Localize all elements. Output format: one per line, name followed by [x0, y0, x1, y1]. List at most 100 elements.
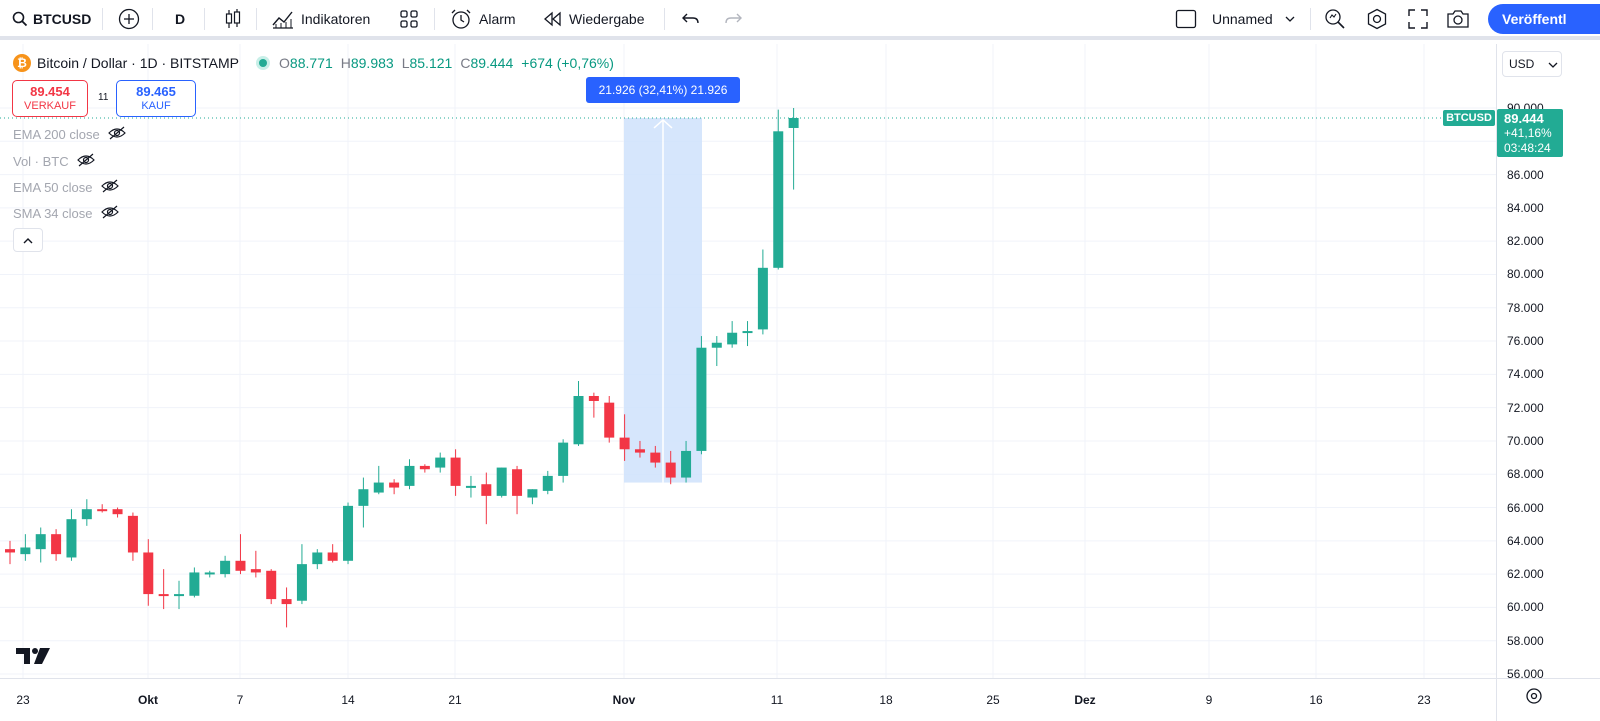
eye-hidden-icon[interactable] — [76, 153, 95, 170]
undo-button[interactable] — [682, 0, 700, 38]
indicator-sma34[interactable]: SMA 34 close — [13, 205, 119, 222]
settings-button[interactable] — [1366, 0, 1388, 38]
candle-body — [220, 560, 231, 575]
buy-price: 89.465 — [136, 83, 176, 99]
rewind-icon — [543, 11, 563, 27]
candle-body — [773, 131, 784, 268]
candle-body — [619, 437, 630, 450]
candle-body — [588, 395, 599, 401]
candle-body — [650, 452, 661, 463]
chevron-down-icon — [1548, 57, 1558, 71]
price-axis-label: 86.000 — [1507, 167, 1544, 182]
eye-hidden-icon[interactable] — [107, 126, 126, 143]
time-axis-label: 21 — [448, 693, 462, 707]
snapshot-button[interactable] — [1446, 0, 1470, 38]
indicator-label: EMA 200 close — [13, 127, 100, 142]
chart-type-button[interactable] — [224, 0, 242, 38]
publish-button[interactable]: Veröffentl — [1488, 4, 1600, 34]
candle-body — [404, 465, 415, 486]
indicator-ema200[interactable]: EMA 200 close — [13, 126, 126, 143]
chart-pane[interactable] — [0, 44, 1496, 678]
eye-hidden-icon[interactable] — [100, 179, 119, 196]
candle-body — [358, 489, 369, 506]
candle-body — [5, 549, 15, 553]
time-axis-label: 14 — [341, 693, 355, 707]
templates-button[interactable] — [399, 0, 419, 38]
layout-name-menu[interactable]: Unnamed — [1212, 0, 1295, 38]
candle-body — [174, 594, 185, 597]
indicators-label: Indikatoren — [301, 11, 371, 27]
tradingview-logo[interactable] — [16, 646, 52, 666]
grid-icon — [399, 9, 419, 29]
price-axis-label: 76.000 — [1507, 334, 1544, 349]
candlestick-chart — [0, 44, 1496, 678]
time-axis-label: 23 — [1417, 693, 1431, 707]
change-value: +674 (+0,76%) — [521, 55, 614, 71]
price-axis-label: 62.000 — [1507, 567, 1544, 582]
candle-body — [35, 534, 46, 550]
symbol-title[interactable]: Bitcoin / Dollar · 1D · BITSTAMP — [37, 55, 240, 71]
last-price-tag: 89.444 +41,16% 03:48:24 — [1497, 109, 1563, 157]
time-axis[interactable] — [0, 678, 1496, 721]
candle-body — [327, 552, 338, 561]
candle-body — [112, 509, 123, 515]
symbol-search[interactable]: BTCUSD — [12, 0, 91, 38]
candle-body — [250, 569, 261, 573]
time-axis-label: Dez — [1074, 693, 1096, 707]
price-axis-label: 80.000 — [1507, 267, 1544, 282]
indicator-volume[interactable]: Vol · BTC — [13, 153, 95, 170]
eye-hidden-icon[interactable] — [100, 205, 119, 222]
bar-countdown: 03:48:24 — [1504, 141, 1551, 155]
candle-body — [20, 547, 31, 555]
time-axis-label: Nov — [612, 693, 636, 707]
interval-button[interactable]: D — [175, 11, 186, 27]
candle-body — [51, 534, 62, 555]
candle-body — [189, 572, 200, 596]
candle-body — [465, 485, 476, 488]
alarm-clock-icon — [450, 8, 472, 30]
legend-collapse-button[interactable] — [13, 228, 43, 252]
camera-icon — [1446, 9, 1470, 29]
replay-button[interactable]: Wiedergabe — [543, 0, 645, 38]
time-axis-label: Okt — [137, 693, 159, 707]
currency-select[interactable]: USD — [1502, 51, 1562, 77]
candle-body — [711, 342, 722, 348]
measure-arrow-head — [653, 118, 673, 129]
settings-circle-icon — [1525, 687, 1543, 710]
indicators-button[interactable]: Indikatoren — [272, 0, 370, 38]
ticker-tag: BTCUSD — [1443, 110, 1495, 126]
candle-body — [681, 450, 692, 478]
candle-body — [512, 469, 523, 496]
price-axis-label: 84.000 — [1507, 200, 1544, 215]
indicator-ema50[interactable]: EMA 50 close — [13, 179, 119, 196]
candle-body — [235, 560, 246, 571]
axis-settings-corner[interactable] — [1496, 678, 1600, 721]
redo-button[interactable] — [724, 0, 742, 38]
compare-button[interactable] — [118, 0, 140, 38]
open-value: 88.771 — [289, 55, 333, 71]
last-price: 89.444 — [1504, 111, 1544, 126]
open-label: O — [279, 55, 290, 71]
buy-button[interactable]: 89.465 KAUF — [116, 80, 196, 117]
symbol-label: BTCUSD — [33, 11, 92, 27]
fullscreen-button[interactable] — [1408, 0, 1428, 38]
candle-body — [158, 594, 169, 597]
price-axis-label: 74.000 — [1507, 367, 1544, 382]
candle-body — [143, 552, 154, 595]
market-status-icon — [259, 59, 268, 67]
sell-button[interactable]: 89.454 VERKAUF — [12, 80, 88, 117]
candle-body — [742, 331, 753, 334]
top-toolbar: BTCUSD D Indikatoren Alarm Wiedergabe Un… — [0, 0, 1600, 40]
candle-body — [496, 467, 507, 496]
layout-toggle[interactable] — [1175, 0, 1197, 38]
alert-button[interactable]: Alarm — [450, 0, 516, 38]
price-axis-label: 56.000 — [1507, 667, 1544, 681]
candle-body — [373, 482, 384, 493]
add-circle-icon — [118, 8, 140, 30]
quick-search-button[interactable] — [1324, 0, 1346, 38]
price-axis-label: 70.000 — [1507, 433, 1544, 448]
candle-body — [266, 570, 277, 600]
square-icon — [1175, 9, 1197, 29]
high-label: H — [340, 55, 351, 71]
candle-body — [757, 267, 768, 330]
